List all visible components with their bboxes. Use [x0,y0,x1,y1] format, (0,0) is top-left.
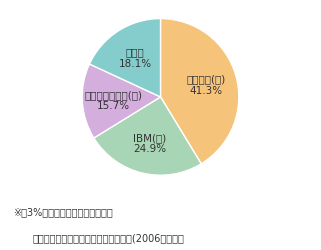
Text: オラクル(米)
41.3%: オラクル(米) 41.3% [186,74,225,96]
Wedge shape [94,98,201,176]
Text: IBM(米)
24.9%: IBM(米) 24.9% [133,132,166,154]
Wedge shape [160,20,239,164]
Wedge shape [82,65,160,138]
Text: 〈出典〉ガートナー　データクエスト(2006年５月）: 〈出典〉ガートナー データクエスト(2006年５月） [32,232,184,242]
Text: マイクロソフト(米)
15.7%: マイクロソフト(米) 15.7% [85,90,143,111]
Text: その他
18.1%: その他 18.1% [119,47,152,69]
Wedge shape [90,20,160,98]
Text: ※　3%以上のシェアを有する企業: ※ 3%以上のシェアを有する企業 [13,206,113,216]
